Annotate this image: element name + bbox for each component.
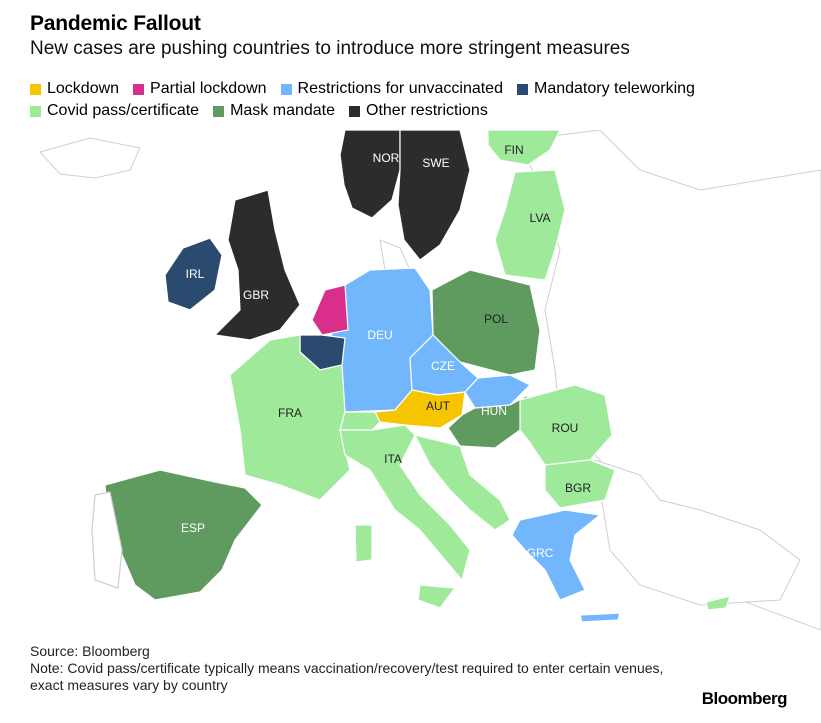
legend-item-other-restrictions: Other restrictions <box>349 100 488 122</box>
chart-title: Pandemic Fallout <box>30 12 201 35</box>
country-esp <box>104 469 263 601</box>
legend-item-partial-lockdown: Partial lockdown <box>133 78 267 100</box>
legend-swatch <box>30 105 41 117</box>
legend-swatch <box>280 83 292 95</box>
legend-row-2: Covid pass/certificate Mask mandate Othe… <box>30 100 810 122</box>
country-balkans <box>413 434 511 531</box>
country-sicily <box>417 584 457 609</box>
legend-item-restrictions-unvaccinated: Restrictions for unvaccinated <box>280 78 503 100</box>
country-cyprus <box>705 595 731 611</box>
country-grc <box>511 509 602 601</box>
country-crete <box>579 612 621 623</box>
legend-label: Other restrictions <box>366 102 488 119</box>
bloomberg-logo: Bloomberg <box>701 689 788 708</box>
country-label-ita: ITA <box>384 452 402 466</box>
note-text: Note: Covid pass/certificate typically m… <box>30 660 664 693</box>
footer: Source: Bloomberg Note: Covid pass/certi… <box>30 643 670 694</box>
country-che <box>339 411 381 431</box>
unclassified-land <box>39 130 821 631</box>
legend-item-mask-mandate: Mask mandate <box>213 100 335 122</box>
legend-swatch <box>516 83 528 95</box>
legend-swatch <box>133 83 145 95</box>
country-fin <box>487 130 561 166</box>
legend-label: Partial lockdown <box>150 80 267 97</box>
country-label-cze: CZE <box>431 359 455 373</box>
country-prt <box>91 491 123 589</box>
country-label-hun: HUN <box>481 404 507 418</box>
country-bgr <box>544 459 616 509</box>
country-label-deu: DEU <box>367 328 392 342</box>
country-label-bgr: BGR <box>565 481 591 495</box>
country-label-aut: AUT <box>426 399 451 413</box>
country-label-pol: POL <box>484 312 508 326</box>
country-baltics <box>494 169 566 281</box>
country-label-gbr: GBR <box>243 288 269 302</box>
legend-swatch <box>213 105 225 117</box>
country-label-fra: FRA <box>278 406 302 420</box>
legend-label: Lockdown <box>47 80 120 97</box>
country-label-grc: GRC <box>527 546 554 560</box>
country-sardinia <box>354 524 373 563</box>
country-label-esp: ESP <box>181 521 205 535</box>
country-label-irl: IRL <box>186 267 205 281</box>
legend-row-1: Lockdown Partial lockdown Restrictions f… <box>30 78 810 100</box>
source-text: Source: Bloomberg <box>30 643 150 659</box>
country-label-rou: ROU <box>552 421 579 435</box>
chart-subtitle: New cases are pushing countries to intro… <box>30 38 630 59</box>
country-nor <box>339 130 401 219</box>
legend-item-lockdown: Lockdown <box>30 78 119 100</box>
country-swe <box>397 130 471 261</box>
legend: Lockdown Partial lockdown Restrictions f… <box>30 78 810 122</box>
country-label-nor: NOR <box>373 151 400 165</box>
legend-label: Mask mandate <box>230 102 335 119</box>
country-label-fin: FIN <box>504 143 523 157</box>
country-irl <box>164 237 223 311</box>
country-gbr <box>213 189 301 341</box>
legend-label: Mandatory teleworking <box>533 80 695 97</box>
legend-label: Restrictions for unvaccinated <box>297 80 503 97</box>
legend-item-mandatory-teleworking: Mandatory teleworking <box>516 78 695 100</box>
country-label-swe: SWE <box>422 156 449 170</box>
country-aut <box>374 389 466 429</box>
country-shapes <box>91 130 731 623</box>
legend-swatch <box>349 105 360 117</box>
country-ita <box>339 424 471 582</box>
country-label-lva: LVA <box>530 211 551 225</box>
legend-swatch <box>30 83 41 95</box>
legend-item-covid-pass: Covid pass/certificate <box>30 100 199 122</box>
legend-label: Covid pass/certificate <box>47 102 200 119</box>
europe-map: NOR SWE FIN LVA IRL GBR DEU POL CZE AUT … <box>39 130 821 631</box>
country-nld <box>311 284 349 336</box>
country-labels: NOR SWE FIN LVA IRL GBR DEU POL CZE AUT … <box>181 143 591 560</box>
